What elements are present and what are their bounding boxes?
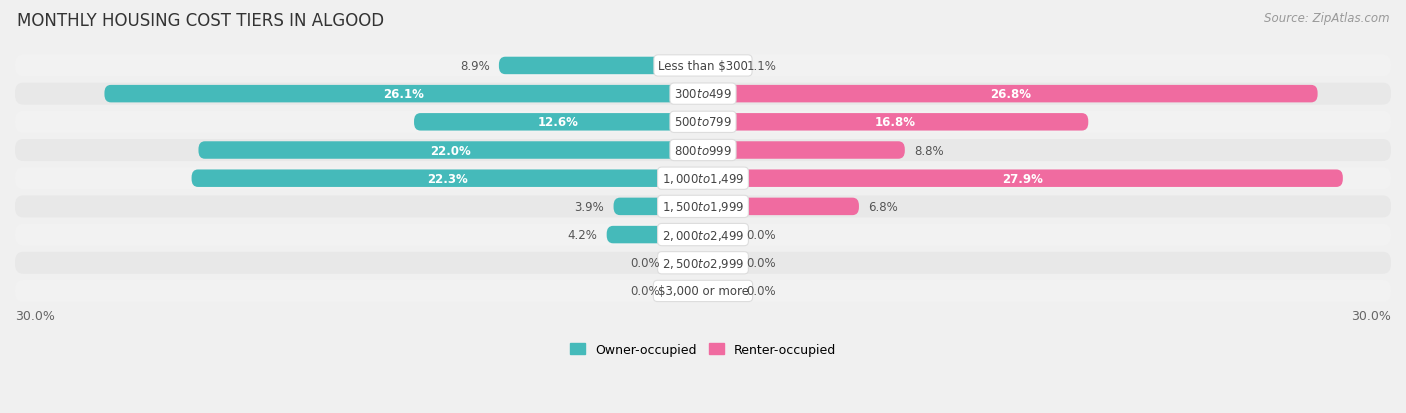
- FancyBboxPatch shape: [703, 85, 1317, 103]
- FancyBboxPatch shape: [703, 114, 1088, 131]
- Text: 8.9%: 8.9%: [460, 60, 489, 73]
- Text: Less than $300: Less than $300: [658, 60, 748, 73]
- Text: 27.9%: 27.9%: [1002, 172, 1043, 185]
- Text: 26.1%: 26.1%: [384, 88, 425, 101]
- Text: 1.1%: 1.1%: [747, 60, 776, 73]
- Text: 4.2%: 4.2%: [568, 228, 598, 242]
- Text: $1,500 to $1,999: $1,500 to $1,999: [662, 200, 744, 214]
- Text: 6.8%: 6.8%: [868, 200, 898, 214]
- FancyBboxPatch shape: [703, 254, 737, 272]
- FancyBboxPatch shape: [198, 142, 703, 159]
- FancyBboxPatch shape: [703, 198, 859, 216]
- Text: 8.8%: 8.8%: [914, 144, 943, 157]
- FancyBboxPatch shape: [15, 196, 1391, 218]
- Legend: Owner-occupied, Renter-occupied: Owner-occupied, Renter-occupied: [565, 338, 841, 361]
- FancyBboxPatch shape: [104, 85, 703, 103]
- Text: MONTHLY HOUSING COST TIERS IN ALGOOD: MONTHLY HOUSING COST TIERS IN ALGOOD: [17, 12, 384, 30]
- FancyBboxPatch shape: [703, 57, 737, 75]
- Text: 0.0%: 0.0%: [747, 285, 776, 298]
- Text: 22.3%: 22.3%: [427, 172, 468, 185]
- FancyBboxPatch shape: [15, 140, 1391, 161]
- Text: 3.9%: 3.9%: [575, 200, 605, 214]
- Text: 0.0%: 0.0%: [747, 228, 776, 242]
- FancyBboxPatch shape: [15, 224, 1391, 246]
- Text: 0.0%: 0.0%: [747, 256, 776, 270]
- Text: 30.0%: 30.0%: [1351, 309, 1391, 323]
- Text: $800 to $999: $800 to $999: [673, 144, 733, 157]
- Text: $2,000 to $2,499: $2,000 to $2,499: [662, 228, 744, 242]
- Text: Source: ZipAtlas.com: Source: ZipAtlas.com: [1264, 12, 1389, 25]
- FancyBboxPatch shape: [613, 198, 703, 216]
- Text: $3,000 or more: $3,000 or more: [658, 285, 748, 298]
- Text: 0.0%: 0.0%: [630, 256, 659, 270]
- FancyBboxPatch shape: [15, 168, 1391, 190]
- Text: $2,500 to $2,999: $2,500 to $2,999: [662, 256, 744, 270]
- Text: $300 to $499: $300 to $499: [673, 88, 733, 101]
- FancyBboxPatch shape: [703, 142, 905, 159]
- FancyBboxPatch shape: [669, 254, 703, 272]
- FancyBboxPatch shape: [703, 282, 737, 300]
- Text: $1,000 to $1,499: $1,000 to $1,499: [662, 172, 744, 186]
- FancyBboxPatch shape: [499, 57, 703, 75]
- FancyBboxPatch shape: [606, 226, 703, 244]
- FancyBboxPatch shape: [15, 112, 1391, 133]
- Text: $500 to $799: $500 to $799: [673, 116, 733, 129]
- FancyBboxPatch shape: [413, 114, 703, 131]
- FancyBboxPatch shape: [15, 55, 1391, 77]
- FancyBboxPatch shape: [191, 170, 703, 188]
- Text: 26.8%: 26.8%: [990, 88, 1031, 101]
- Text: 22.0%: 22.0%: [430, 144, 471, 157]
- FancyBboxPatch shape: [669, 282, 703, 300]
- FancyBboxPatch shape: [703, 170, 1343, 188]
- FancyBboxPatch shape: [703, 226, 737, 244]
- FancyBboxPatch shape: [15, 280, 1391, 302]
- Text: 12.6%: 12.6%: [538, 116, 579, 129]
- Text: 16.8%: 16.8%: [875, 116, 917, 129]
- Text: 30.0%: 30.0%: [15, 309, 55, 323]
- FancyBboxPatch shape: [15, 83, 1391, 105]
- Text: 0.0%: 0.0%: [630, 285, 659, 298]
- FancyBboxPatch shape: [15, 252, 1391, 274]
